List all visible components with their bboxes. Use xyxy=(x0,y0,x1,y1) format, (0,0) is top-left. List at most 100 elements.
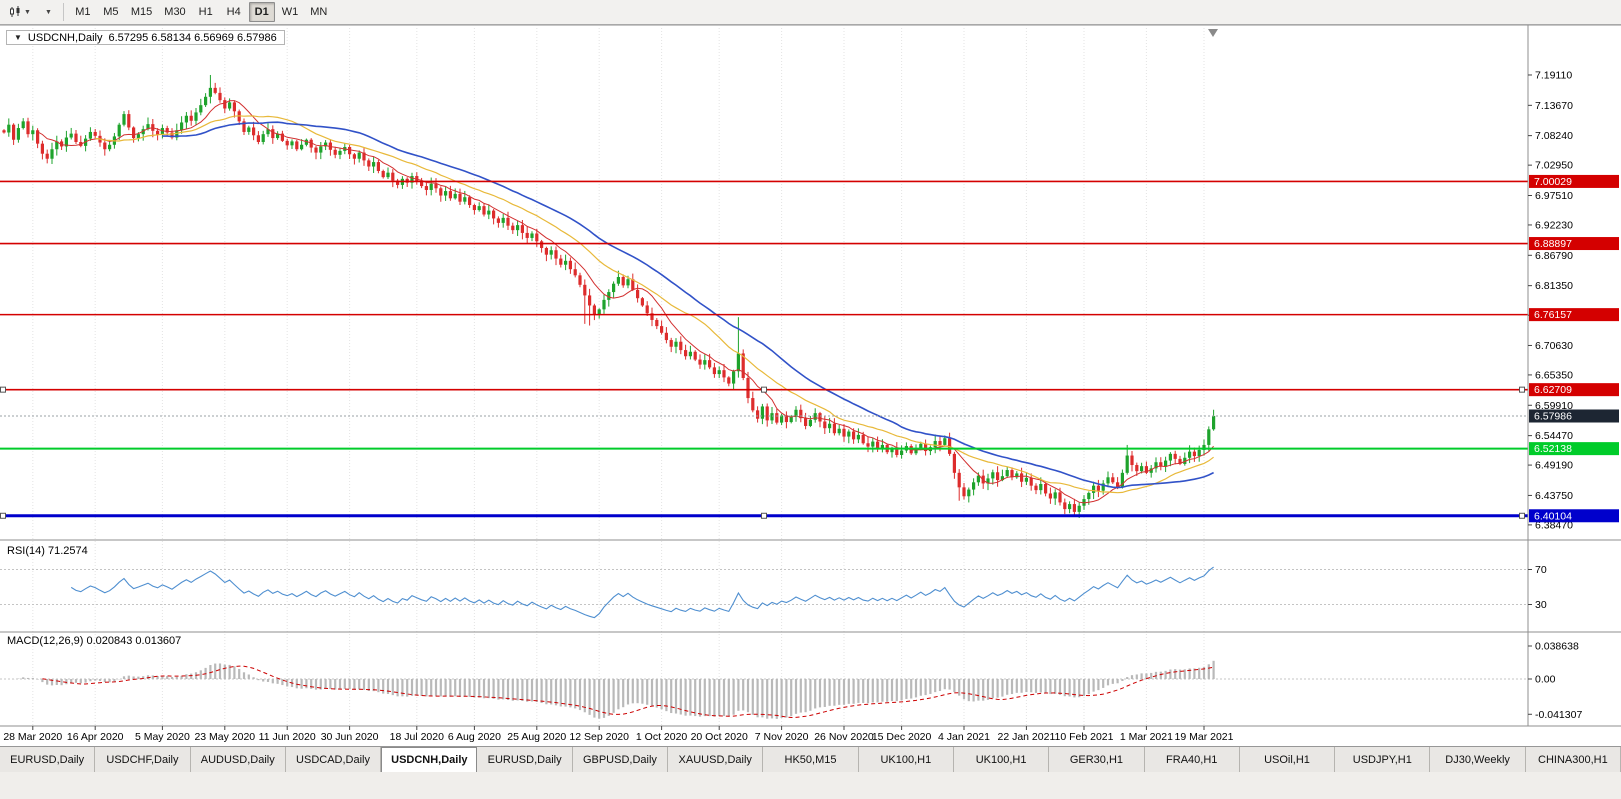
chart-tab-15-dj30-weekly[interactable]: DJ30,Weekly xyxy=(1430,747,1526,772)
timeframe-button-h1[interactable]: H1 xyxy=(198,6,213,18)
timeframe-button-m30[interactable]: M30 xyxy=(164,6,186,18)
svg-text:6.97510: 6.97510 xyxy=(1535,190,1573,202)
macd-histogram xyxy=(12,660,1215,719)
svg-text:16 Apr 2020: 16 Apr 2020 xyxy=(67,731,124,743)
chart-tab-0-eurusd-daily[interactable]: EURUSD,Daily xyxy=(0,747,96,772)
svg-text:5 May 2020: 5 May 2020 xyxy=(135,731,190,743)
moving-average-lines xyxy=(37,100,1214,504)
svg-text:7.19110: 7.19110 xyxy=(1535,69,1572,81)
svg-text:-0.041307: -0.041307 xyxy=(1535,709,1582,721)
price-badges: 7.00029 6.88897 6.76157 6.62709 6.52138 6.401… xyxy=(1529,174,1619,523)
chart-tabs-bar: EURUSD,Daily USDCHF,Daily AUDUSD,Daily USDC… xyxy=(0,746,1621,772)
svg-text:10 Feb 2021: 10 Feb 2021 xyxy=(1055,731,1114,743)
svg-text:1 Mar 2021: 1 Mar 2021 xyxy=(1120,731,1173,743)
date-axis[interactable]: 28 Mar 2020 16 Apr 2020 5 May 2020 23 May 2… xyxy=(3,726,1234,743)
svg-text:30: 30 xyxy=(1535,599,1547,611)
chart-ohlc-values: 6.57295 6.58134 6.56969 6.57986 xyxy=(108,31,277,44)
chart-tab-13-usoil-h1[interactable]: USOil,H1 xyxy=(1240,747,1336,772)
chart-tab-6-gbpusd-daily[interactable]: GBPUSD,Daily xyxy=(573,747,669,772)
candlesticks xyxy=(2,74,1216,518)
svg-text:6.57986: 6.57986 xyxy=(1534,411,1572,423)
chart-tab-7-xauusd-daily[interactable]: XAUUSD,Daily xyxy=(668,747,764,772)
chart-type-button[interactable]: ▼ xyxy=(4,2,36,22)
svg-text:70: 70 xyxy=(1535,564,1547,576)
chart-symbol-period: USDCNH,Daily xyxy=(27,31,103,44)
svg-text:20 Oct 2020: 20 Oct 2020 xyxy=(691,731,748,743)
svg-text:12 Sep 2020: 12 Sep 2020 xyxy=(569,731,629,743)
chart-tab-14-usdjpy-h1[interactable]: USDJPY,H1 xyxy=(1335,747,1431,772)
horizontal-level-line-6.62709[interactable] xyxy=(0,386,1528,393)
svg-text:18 Jul 2020: 18 Jul 2020 xyxy=(390,731,444,743)
svg-text:22 Jan 2021: 22 Jan 2021 xyxy=(997,731,1055,743)
svg-text:7.02950: 7.02950 xyxy=(1535,160,1573,172)
svg-text:23 May 2020: 23 May 2020 xyxy=(194,731,255,743)
chart-tab-4-usdcnh-daily[interactable]: USDCNH,Daily xyxy=(381,747,478,772)
chart-title-box[interactable]: ▼ USDCNH,Daily 6.57295 6.58134 6.56969 6… xyxy=(6,30,285,45)
svg-text:6.52138: 6.52138 xyxy=(1534,443,1572,455)
toolbar-separator xyxy=(62,3,64,21)
macd-signal-line xyxy=(42,665,1214,719)
svg-text:4 Jan 2021: 4 Jan 2021 xyxy=(938,731,990,743)
status-strip xyxy=(0,772,1621,799)
chevron-down-icon: ▼ xyxy=(44,8,52,16)
svg-text:6.38470: 6.38470 xyxy=(1535,519,1573,531)
grid-lines xyxy=(32,28,1205,726)
timeframe-button-m15[interactable]: M15 xyxy=(130,6,153,18)
chart-tab-2-audusd-daily[interactable]: AUDUSD,Daily xyxy=(191,747,286,772)
pane-separators xyxy=(0,24,1621,727)
rsi-line xyxy=(70,566,1214,619)
horizontal-level-line-6.40104[interactable] xyxy=(0,512,1528,519)
svg-text:7.13670: 7.13670 xyxy=(1535,100,1573,112)
svg-text:6 Aug 2020: 6 Aug 2020 xyxy=(448,731,501,743)
svg-text:7.00029: 7.00029 xyxy=(1534,176,1572,188)
svg-text:15 Dec 2020: 15 Dec 2020 xyxy=(872,731,932,743)
timeframe-button-h4[interactable]: H4 xyxy=(226,6,241,18)
collapse-icon[interactable]: ▼ xyxy=(14,33,22,42)
chart-tab-1-usdchf-daily[interactable]: USDCHF,Daily xyxy=(95,747,191,772)
svg-text:6.76157: 6.76157 xyxy=(1534,309,1572,321)
chart-options-dropdown-button[interactable]: ▼ xyxy=(38,2,57,22)
chart-tab-12-fra40-h1[interactable]: FRA40,H1 xyxy=(1145,747,1240,772)
svg-text:11 Jun 2020: 11 Jun 2020 xyxy=(259,731,316,743)
svg-text:28 Mar 2020: 28 Mar 2020 xyxy=(3,731,62,743)
svg-text:6.65350: 6.65350 xyxy=(1535,369,1573,381)
svg-text:6.54470: 6.54470 xyxy=(1535,430,1573,442)
indicator-level-lines xyxy=(0,569,1528,680)
svg-text:6.62709: 6.62709 xyxy=(1534,384,1572,396)
chart-tab-3-usdcad-daily[interactable]: USDCAD,Daily xyxy=(286,747,382,772)
timeframe-button-m1[interactable]: M1 xyxy=(75,6,91,18)
svg-text:19 Mar 2021: 19 Mar 2021 xyxy=(1175,731,1234,743)
svg-text:30 Jun 2020: 30 Jun 2020 xyxy=(321,731,379,743)
top-toolbar: ▼ ▼ M1 M5 M15 M30 H1 H4 D1 W1 MN xyxy=(0,0,1621,25)
rsi-indicator-label: RSI(14) 71.2574 xyxy=(7,545,88,557)
chart-tab-10-uk100-h1[interactable]: UK100,H1 xyxy=(954,747,1050,772)
svg-text:6.81350: 6.81350 xyxy=(1535,280,1573,292)
chart-tab-5-eurusd-daily[interactable]: EURUSD,Daily xyxy=(477,747,573,772)
price-axis[interactable]: 7.19110 7.13670 7.08240 7.02950 6.97510 6.922… xyxy=(1528,69,1582,721)
svg-text:6.88897: 6.88897 xyxy=(1534,238,1572,250)
svg-text:6.86790: 6.86790 xyxy=(1535,250,1573,262)
svg-text:6.40104: 6.40104 xyxy=(1534,510,1572,522)
chart-tab-9-uk100-h1[interactable]: UK100,H1 xyxy=(859,747,954,772)
timeframe-button-m5[interactable]: M5 xyxy=(103,6,119,18)
svg-text:1 Oct 2020: 1 Oct 2020 xyxy=(636,731,688,743)
svg-text:0.00: 0.00 xyxy=(1535,674,1556,686)
svg-text:6.59910: 6.59910 xyxy=(1535,400,1573,412)
timeframe-button-mn[interactable]: MN xyxy=(310,6,328,18)
timeframe-button-d1[interactable]: D1 xyxy=(248,2,275,22)
chart-tab-8-hk50-m15[interactable]: HK50,M15 xyxy=(763,747,859,772)
chart-tab-16-china300-h1[interactable]: CHINA300,H1 xyxy=(1526,747,1621,772)
svg-text:0.038638: 0.038638 xyxy=(1535,641,1579,653)
svg-text:6.43750: 6.43750 xyxy=(1535,490,1573,502)
svg-text:6.92230: 6.92230 xyxy=(1535,219,1573,231)
svg-text:6.49190: 6.49190 xyxy=(1535,460,1573,472)
macd-indicator-label: MACD(12,26,9) 0.020843 0.013607 xyxy=(7,635,182,647)
svg-text:6.70630: 6.70630 xyxy=(1535,340,1573,352)
chart-tab-11-ger30-h1[interactable]: GER30,H1 xyxy=(1049,747,1145,772)
chevron-down-icon: ▼ xyxy=(24,8,31,16)
timeframe-button-w1[interactable]: W1 xyxy=(281,6,299,18)
svg-text:7 Nov 2020: 7 Nov 2020 xyxy=(755,731,809,743)
svg-text:25 Aug 2020: 25 Aug 2020 xyxy=(507,731,566,743)
